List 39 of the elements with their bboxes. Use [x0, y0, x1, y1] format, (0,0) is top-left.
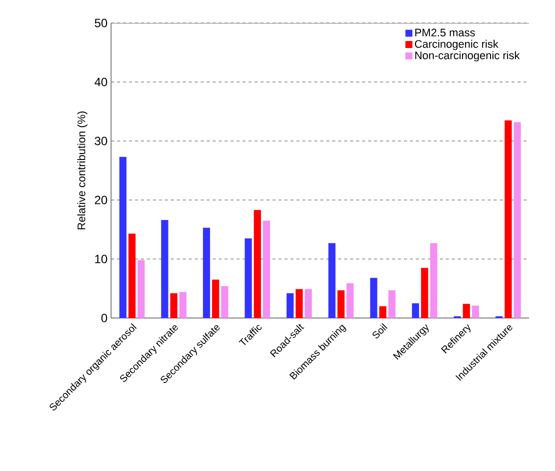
legend-label: Non-carcinogenic risk [415, 51, 520, 62]
bar [161, 220, 168, 318]
legend-label: Carcinogenic risk [414, 40, 498, 50]
bar [337, 290, 345, 318]
bar [262, 220, 270, 318]
bar [328, 243, 336, 318]
bar [304, 289, 312, 318]
bar [296, 289, 303, 318]
y-tick-label: 0 [101, 314, 108, 322]
bar [421, 268, 428, 318]
y-tick-label: 10 [95, 254, 108, 264]
y-axis-title: Relative contribution (%) [77, 112, 88, 230]
y-tick-label: 40 [94, 78, 108, 86]
bar [202, 228, 210, 318]
bar [286, 293, 294, 318]
bar [179, 292, 186, 318]
bar [504, 120, 512, 318]
bar [412, 303, 420, 318]
y-tick-label: 20 [94, 196, 108, 204]
bar [346, 283, 354, 318]
bar [430, 243, 438, 318]
bar [244, 238, 252, 318]
bar [212, 280, 220, 318]
bar [514, 122, 521, 318]
bar [170, 293, 178, 318]
bar [221, 286, 228, 318]
bar [388, 290, 396, 318]
bar [379, 306, 386, 318]
bar [138, 260, 145, 318]
bar [462, 304, 470, 318]
bar [128, 234, 136, 318]
bar [119, 156, 126, 318]
legend-label: PM2.5 mass [415, 28, 475, 36]
bar [254, 210, 261, 318]
y-tick-label: 50 [94, 18, 108, 28]
bar [370, 278, 378, 318]
y-tick-label: 30 [94, 136, 108, 146]
x-tick-label: Soil [372, 323, 388, 338]
bar [472, 306, 480, 318]
